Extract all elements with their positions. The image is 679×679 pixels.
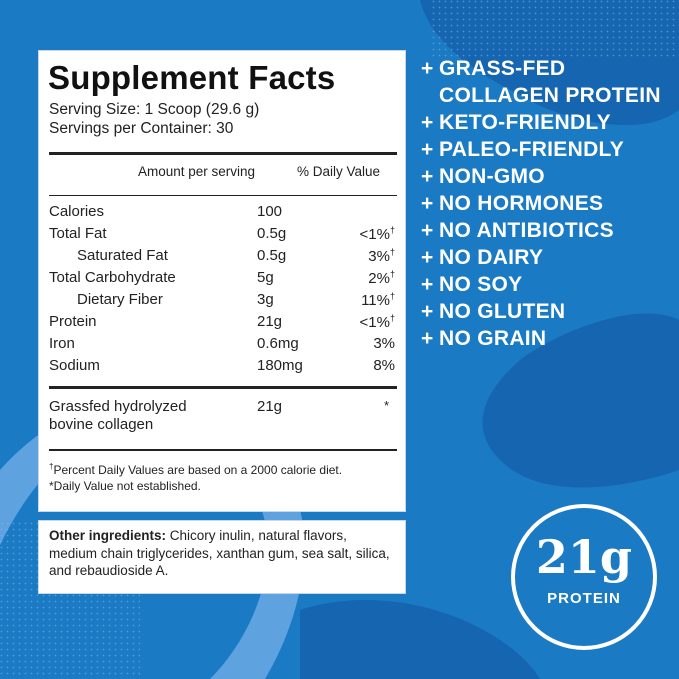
nutrient-amount: 100 [257,203,283,220]
claim-paleo-friendly: + PALEO-FRIENDLY [421,138,625,161]
divider [49,386,397,389]
claim-no-soy: + NO SOY [421,273,523,296]
nutrient-name: Total Fat [49,225,107,242]
light-swoosh [0,395,305,679]
supplement-facts-panel: Supplement Facts Serving Size: 1 Scoop (… [38,50,406,512]
footnote-daily-values: †Percent Daily Values are based on a 200… [49,462,343,477]
nutrient-name-line2: bovine collagen [49,416,154,433]
nutrient-name: Calories [49,203,105,220]
nutrient-amount: 0.5g [257,247,287,264]
nutrient-name-line1: Grassfed hydrolyzed [49,398,187,415]
dot-texture-top [430,0,679,60]
ingredients-text: Other ingredients: Chicory inulin, natur… [49,527,397,580]
facts-title: Supplement Facts [48,59,336,96]
footnote-not-established: *Daily Value not established. [49,479,201,493]
claim-keto-friendly: + KETO-FRIENDLY [421,111,611,134]
plus-icon: + [421,246,434,269]
claim-no-dairy: + NO DAIRY [421,246,544,269]
nutrient-amount: 180mg [257,357,303,374]
dark-blob-right [482,313,679,488]
nutrient-row-sodium: Sodium 180mg 8% [49,355,397,377]
nutrient-name: Sodium [49,357,100,374]
nutrient-name: Saturated Fat [77,247,168,264]
nutrient-amount: 3g [257,291,274,308]
nutrient-row-saturated-fat: Saturated Fat 0.5g 3%† [49,245,397,267]
nutrient-amount: 0.5g [257,225,287,242]
servings-per-container: Servings per Container: 30 [49,120,234,137]
nutrient-daily-value: 2%† [368,269,395,287]
plus-icon: + [421,192,434,215]
divider [49,195,397,196]
ingredients-list: Chicory inulin, natural flavors, medium … [49,528,390,578]
other-ingredients-panel: Other ingredients: Chicory inulin, natur… [38,520,406,594]
nutrient-daily-value: 3%† [368,247,395,265]
nutrient-amount: 0.6mg [257,335,299,352]
claim-no-grain: + NO GRAIN [421,327,547,350]
nutrient-row-total-fat: Total Fat 0.5g <1%† [49,223,397,245]
divider [49,449,397,451]
plus-icon: + [421,327,434,350]
nutrient-row-collagen: Grassfed hydrolyzed bovine collagen 21g … [49,398,397,438]
protein-badge: 21g PROTEIN [511,504,657,650]
serving-size: Serving Size: 1 Scoop (29.6 g) [49,101,260,118]
nutrient-row-dietary-fiber: Dietary Fiber 3g 11%† [49,289,397,311]
nutrient-row-iron: Iron 0.6mg 3% [49,333,397,355]
nutrient-name: Total Carbohydrate [49,269,176,286]
nutrient-daily-value: <1%† [359,313,395,331]
claim-no-hormones: + NO HORMONES [421,192,604,215]
dark-blob-bottom [300,600,540,679]
plus-icon: + [421,273,434,296]
nutrient-daily-value: 11%† [361,291,395,309]
nutrient-amount: 5g [257,269,274,286]
nutrient-daily-value: <1%† [359,225,395,243]
column-header-amount: Amount per serving [138,164,256,179]
column-header-daily-value: % Daily Value [297,164,381,179]
nutrient-daily-value: 8% [373,357,395,374]
product-claims-list: + GRASS-FED COLLAGEN PROTEIN + KETO-FRIEND… [421,55,661,352]
claim-no-gluten: + NO GLUTEN [421,300,566,323]
nutrient-name: Iron [49,335,75,352]
nutrient-row-calories: Calories 100 [49,201,397,223]
plus-icon: + [421,111,434,134]
claim-non-gmo: + NON-GMO [421,165,545,188]
claim-no-antibiotics: + NO ANTIBIOTICS [421,219,614,242]
claim-grass-fed-continued: COLLAGEN PROTEIN [439,84,661,107]
nutrient-amount: 21g [257,398,283,415]
claim-grass-fed: + GRASS-FED [421,57,566,80]
nutrient-daily-value: 3% [373,335,395,352]
divider [49,152,397,155]
nutrient-amount: 21g [257,313,283,330]
nutrient-name: Protein [49,313,97,330]
protein-badge-label: PROTEIN [547,590,621,607]
nutrient-daily-value: * [383,398,389,413]
plus-icon: + [421,165,434,188]
nutrient-name: Dietary Fiber [77,291,163,308]
plus-icon: + [421,138,434,161]
plus-icon: + [421,219,434,242]
protein-badge-value: 21g [535,530,633,584]
nutrient-row-protein: Protein 21g <1%† [49,311,397,333]
ingredients-label: Other ingredients: [49,528,167,543]
plus-icon: + [421,300,434,323]
plus-icon: + [421,57,434,80]
nutrient-row-total-carbohydrate: Total Carbohydrate 5g 2%† [49,267,397,289]
